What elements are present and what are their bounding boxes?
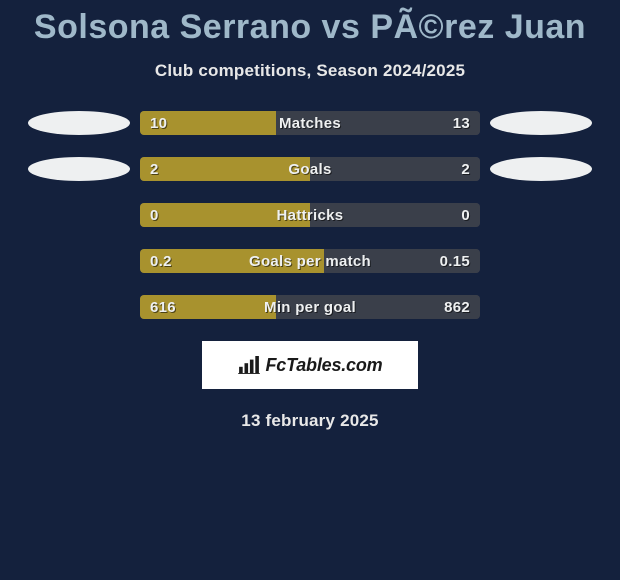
stat-row: 616 Min per goal 862 xyxy=(0,295,620,319)
stat-bar: 0.2 Goals per match 0.15 xyxy=(140,249,480,273)
stat-value-right: 0 xyxy=(461,203,470,227)
stat-rows: 10 Matches 13 2 Goals 2 0 Hattricks 0 0.2 Goals pe… xyxy=(0,111,620,319)
oval-spacer xyxy=(28,203,130,227)
stat-row: 0 Hattricks 0 xyxy=(0,203,620,227)
player-right-oval xyxy=(490,111,592,135)
oval-spacer xyxy=(490,203,592,227)
stat-label: Goals per match xyxy=(249,249,371,273)
stat-bar-left-fill xyxy=(140,157,310,181)
stat-value-left: 0 xyxy=(150,203,159,227)
stat-bar: 0 Hattricks 0 xyxy=(140,203,480,227)
stat-bar: 10 Matches 13 xyxy=(140,111,480,135)
stat-value-right: 13 xyxy=(453,111,470,135)
player-left-oval xyxy=(28,157,130,181)
stat-value-left: 616 xyxy=(150,295,176,319)
stat-row: 0.2 Goals per match 0.15 xyxy=(0,249,620,273)
page-title: Solsona Serrano vs PÃ©rez Juan xyxy=(0,0,620,47)
stat-row: 2 Goals 2 xyxy=(0,157,620,181)
stat-value-right: 0.15 xyxy=(440,249,470,273)
oval-spacer xyxy=(28,249,130,273)
stat-value-left: 2 xyxy=(150,157,159,181)
oval-spacer xyxy=(490,295,592,319)
stat-value-right: 862 xyxy=(444,295,470,319)
player-left-oval xyxy=(28,111,130,135)
stat-value-right: 2 xyxy=(461,157,470,181)
stat-label: Min per goal xyxy=(264,295,356,319)
source-badge-text: FcTables.com xyxy=(266,355,383,376)
stat-label: Matches xyxy=(279,111,341,135)
stat-bar-right-fill xyxy=(310,157,480,181)
footer-date: 13 february 2025 xyxy=(0,411,620,431)
stat-value-left: 0.2 xyxy=(150,249,172,273)
stat-label: Goals xyxy=(288,157,331,181)
stat-bar: 616 Min per goal 862 xyxy=(140,295,480,319)
stat-label: Hattricks xyxy=(277,203,344,227)
source-badge: FcTables.com xyxy=(202,341,418,389)
oval-spacer xyxy=(490,249,592,273)
stat-bar: 2 Goals 2 xyxy=(140,157,480,181)
stat-row: 10 Matches 13 xyxy=(0,111,620,135)
stat-value-left: 10 xyxy=(150,111,167,135)
oval-spacer xyxy=(28,295,130,319)
comparison-infographic: Solsona Serrano vs PÃ©rez Juan Club comp… xyxy=(0,0,620,580)
page-subtitle: Club competitions, Season 2024/2025 xyxy=(0,61,620,81)
bar-chart-icon xyxy=(238,356,260,374)
player-right-oval xyxy=(490,157,592,181)
